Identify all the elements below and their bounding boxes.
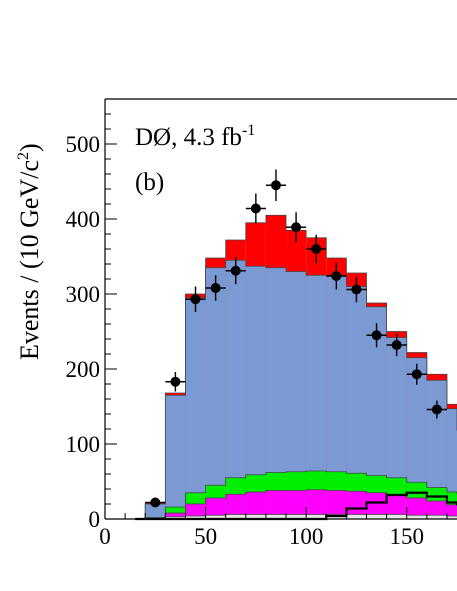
histogram-bar: [366, 514, 387, 519]
histogram-bar: [265, 267, 287, 519]
x-tick-label: 150: [389, 524, 424, 549]
histogram-bar: [185, 297, 206, 519]
histogram-bar: [446, 408, 457, 519]
data-point: [371, 330, 382, 341]
histogram-bar: [426, 501, 447, 519]
histogram-bar: [326, 275, 347, 519]
data-point: [170, 376, 181, 387]
y-tick-label: 100: [66, 432, 101, 457]
histogram-bar: [265, 490, 287, 519]
data-point: [391, 340, 402, 350]
histogram-bar: [406, 498, 427, 519]
histogram-bar: [225, 260, 246, 519]
y-tick-label: 300: [66, 282, 101, 307]
histogram-bar: [286, 490, 307, 519]
histogram-bar: [386, 495, 407, 519]
histogram-bar: [386, 337, 407, 519]
x-tick-label: 100: [289, 524, 324, 549]
data-point: [230, 265, 241, 276]
histogram-bar: [366, 492, 387, 519]
histogram-bar: [306, 514, 327, 519]
histogram-bar: [386, 514, 407, 519]
histogram-bar: [406, 357, 427, 519]
histogram-bar: [225, 514, 246, 519]
y-tick-label: 200: [66, 357, 101, 382]
histogram-bar: [185, 516, 206, 519]
histogram-outline: [144, 489, 457, 519]
data-point: [311, 244, 322, 254]
histogram-outline: [144, 470, 457, 519]
histogram-bar: [245, 514, 266, 519]
data-point: [190, 294, 201, 305]
histogram-bar: [446, 504, 457, 519]
x-tick-label: 50: [194, 524, 217, 549]
data-point: [150, 497, 161, 508]
histogram-bar: [245, 492, 266, 519]
histogram-bar: [165, 516, 186, 519]
data-point: [431, 404, 442, 415]
data-point: [351, 284, 362, 295]
histogram-bar: [245, 266, 266, 519]
histogram-bar: [286, 514, 307, 519]
histogram-bar: [306, 489, 327, 519]
data-point: [250, 203, 261, 214]
histogram-bar: [225, 494, 246, 519]
histogram-bar: [426, 515, 447, 519]
histogram-bar: [205, 498, 226, 519]
histogram-bar: [446, 516, 457, 519]
histogram-bar: [346, 514, 367, 519]
histogram-bar: [205, 267, 226, 519]
chart-title: DØ, 4.3 fb-1: [135, 122, 255, 151]
data-point: [291, 222, 302, 233]
panel-label: (b): [135, 169, 164, 196]
histogram-bar: [286, 271, 307, 519]
y-tick-label: 400: [66, 207, 101, 232]
data-point: [270, 180, 281, 191]
histogram-bar: [306, 275, 327, 519]
histogram-bar: [165, 395, 186, 519]
stacked-histogram: [144, 214, 457, 520]
histogram-bar: [366, 306, 387, 519]
histogram-bar: [185, 504, 206, 519]
histogram-bar: [265, 514, 287, 519]
data-points: [145, 169, 447, 508]
histogram-bar: [145, 504, 166, 519]
histogram-bar: [165, 513, 186, 519]
histogram-bar: [346, 491, 367, 519]
data-point: [331, 271, 342, 281]
data-point: [411, 369, 422, 380]
data-point: [210, 283, 221, 293]
y-axis-label: Events / (10 GeV/c2): [15, 143, 44, 360]
histogram-bar: [205, 515, 226, 519]
x-tick-label: 0: [99, 524, 111, 549]
axes: 0 100 200 300 400 500 0 50 100 150: [66, 98, 457, 549]
histogram-bar: [406, 515, 427, 519]
histogram-bar: [346, 286, 367, 519]
y-tick-label: 500: [66, 132, 101, 157]
y-tick-label: 0: [89, 507, 101, 532]
histogram-bar: [426, 380, 447, 519]
histogram-bar: [326, 490, 347, 519]
